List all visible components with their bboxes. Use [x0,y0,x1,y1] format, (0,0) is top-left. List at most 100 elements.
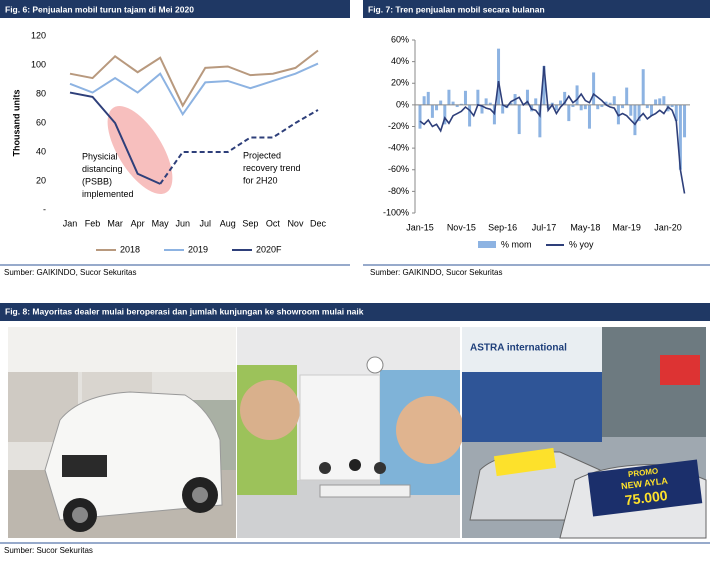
bar [468,104,472,127]
x-tick-label: Sep [242,218,258,228]
annotation: recovery trend [243,163,301,173]
x-tick-label: May [152,218,170,228]
source: Sumber: GAIKINDO, Sucor Sekuritas [4,268,137,277]
bar [654,99,658,105]
photo-showroom [8,327,236,538]
y-axis-label: Thousand units [11,90,21,157]
bar [476,89,480,105]
legend-label: 2020F [256,244,282,254]
x-tick-label: Jan [63,218,78,228]
annotation: distancing [82,164,123,174]
bar [612,96,616,105]
photo-dealer [237,327,464,538]
bar [583,104,587,110]
x-tick-label: Nov-15 [447,222,476,232]
y-tick-label: 60% [391,34,409,44]
bar [451,101,455,105]
annotation: Projected [243,150,281,160]
bar [674,104,678,122]
header-bar [0,303,710,321]
bar [596,104,600,110]
y-tick-label: -20% [388,121,409,131]
bar [567,104,571,122]
bar [443,104,447,125]
x-tick-label: Nov [287,218,304,228]
bar [641,69,645,105]
bar [509,102,513,105]
bar [538,104,542,138]
x-tick-label: Aug [220,218,236,228]
y-tick-label: 40 [36,146,46,156]
annotation: implemented [82,189,134,199]
legend-swatch [478,241,496,248]
y-tick-label: 40% [391,56,409,66]
bar [418,104,422,129]
bar [439,100,443,105]
bar [484,98,488,105]
sign-text: PROMO [628,466,659,479]
source: Sumber: GAIKINDO, Sucor Sekuritas [370,268,503,277]
x-tick-label: Mar [107,218,123,228]
legend-label: % yoy [569,239,594,249]
x-tick-label: Jul [200,218,212,228]
bar [604,101,608,105]
bar [579,104,583,111]
x-tick-label: Mar-19 [612,222,641,232]
bar [629,104,633,116]
y-tick-label: 20% [391,78,409,88]
bar [463,90,467,105]
bar [625,87,629,105]
sign-text: ASTRA international [470,343,567,354]
series-line [69,49,319,108]
bar [480,104,484,114]
bar [649,104,653,116]
bar [422,96,426,105]
bar [608,102,612,105]
photo-storefront: ASTRA international PROMO NEW AYLA 75.00… [462,327,707,539]
bar [592,72,596,105]
figure-title: Fig. 8: Mayoritas dealer mulai beroperas… [5,306,364,316]
x-tick-label: Jan-20 [654,222,682,232]
bar [587,104,591,129]
y-tick-label: -40% [388,143,409,153]
y-tick-label: 100 [31,59,46,69]
bar [621,104,625,109]
x-tick-label: Oct [266,218,281,228]
x-tick-label: Sep-16 [488,222,517,232]
bar [633,104,637,136]
bar [683,104,687,138]
x-tick-label: Jan-15 [406,222,434,232]
bar [517,104,521,135]
bar [459,103,463,105]
sign-text: 75.000 [624,487,669,508]
bar [563,91,567,105]
y-tick-label: -60% [388,164,409,174]
x-tick-label: May-18 [570,222,600,232]
figure-title: Fig. 6: Penjualan mobil turun tajam di M… [5,4,194,14]
bar [575,85,579,105]
bar [670,104,674,108]
bar [637,104,641,122]
bar [497,48,501,105]
annotation: for 2H20 [243,175,278,185]
y-tick-label: 60 [36,117,46,127]
x-tick-label: Jun [175,218,190,228]
figure-title: Fig. 7: Tren penjualan mobil secara bula… [368,4,545,14]
bar [542,65,546,105]
series-line [69,62,319,117]
legend-label: 2019 [188,244,208,254]
bar [426,91,430,105]
series-line [159,109,319,185]
bar [447,89,451,105]
legend-label: % mom [501,239,532,249]
header-bar [363,0,710,18]
y-tick-label: -100% [383,207,409,217]
bar [559,100,563,105]
y-tick-label: - [43,204,46,214]
bar [435,104,439,111]
bar [658,98,662,105]
highlight [107,106,173,194]
header-bar [0,0,350,18]
